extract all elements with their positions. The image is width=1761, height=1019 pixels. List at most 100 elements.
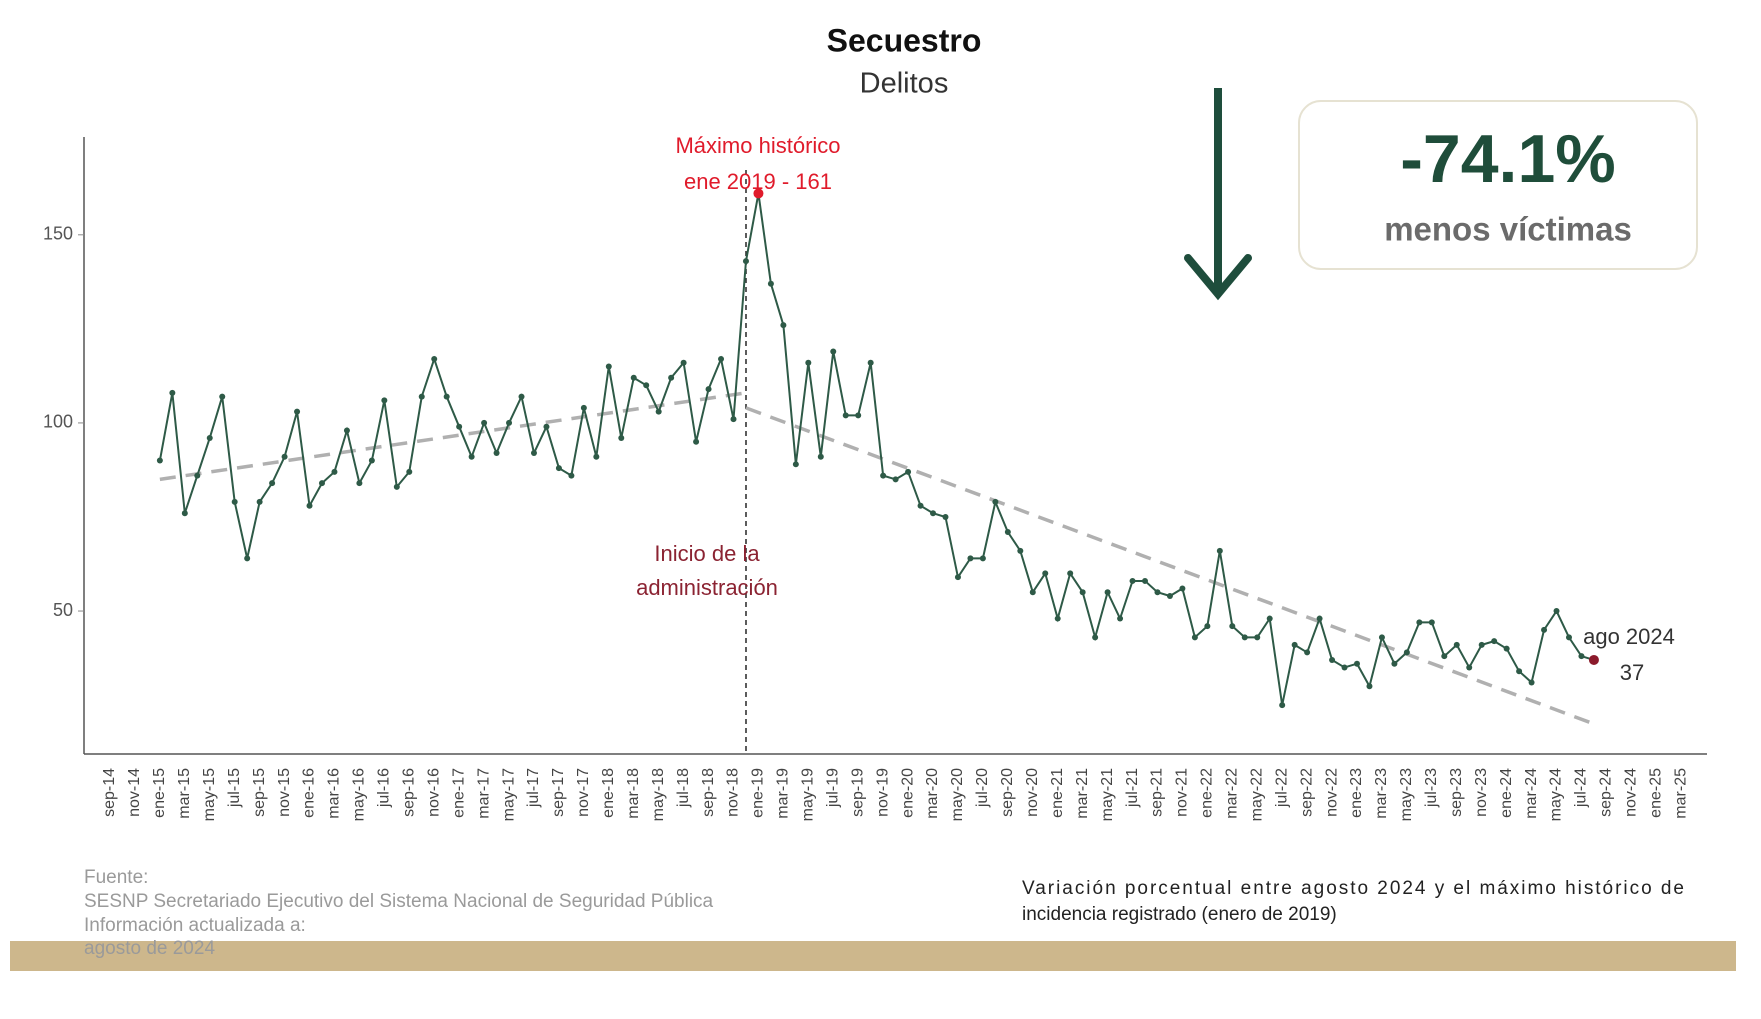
x-tick-label: ene-25	[1647, 768, 1664, 818]
data-point	[1478, 641, 1485, 648]
data-point	[1266, 615, 1273, 622]
x-tick-label: nov-18	[725, 768, 742, 817]
data-point	[867, 359, 874, 366]
x-tick-label: ene-17	[450, 768, 467, 818]
x-tick-label: may-22	[1248, 768, 1265, 821]
data-point	[892, 476, 899, 483]
x-tick-label: ene-24	[1498, 768, 1515, 818]
data-point	[1378, 634, 1385, 641]
x-tick-label: sep-14	[101, 768, 118, 817]
data-point	[1117, 615, 1124, 622]
data-point	[381, 397, 388, 404]
x-tick-label: ene-19	[750, 768, 767, 818]
data-point	[1042, 570, 1049, 577]
x-tick-label: sep-20	[999, 768, 1016, 817]
y-tick-label: 150	[43, 224, 73, 244]
last-annotation: ago 2024	[1583, 624, 1675, 649]
data-point	[767, 280, 774, 287]
data-point	[256, 498, 263, 505]
data-point	[967, 555, 974, 562]
data-point	[368, 457, 375, 464]
x-tick-label: mar-24	[1523, 768, 1540, 819]
data-point	[992, 498, 999, 505]
x-tick-label: sep-18	[700, 768, 717, 817]
x-tick-label: ene-20	[899, 768, 916, 818]
x-tick-label: may-21	[1099, 768, 1116, 821]
data-point	[605, 363, 612, 370]
data-point	[1204, 623, 1211, 630]
x-tick-label: nov-17	[575, 768, 592, 817]
data-point	[1104, 589, 1111, 596]
data-point	[1154, 589, 1161, 596]
x-tick-label: jul-24	[1573, 768, 1590, 808]
chart-title: Secuestro	[827, 22, 982, 58]
data-point	[753, 188, 764, 199]
data-point	[1428, 619, 1435, 626]
data-point	[269, 480, 276, 487]
data-point	[1541, 626, 1548, 633]
data-point	[979, 555, 986, 562]
x-tick-label: sep-24	[1598, 768, 1615, 817]
data-point	[555, 465, 562, 472]
x-tick-label: ene-15	[151, 768, 168, 818]
data-point	[244, 555, 251, 562]
data-point	[842, 412, 849, 419]
x-tick-label: nov-15	[276, 768, 293, 817]
data-point	[1191, 634, 1198, 641]
x-tick-label: jul-15	[226, 768, 243, 808]
data-point	[730, 416, 737, 423]
x-tick-label: may-20	[949, 768, 966, 821]
data-point	[568, 472, 575, 479]
x-tick-label: jul-23	[1423, 768, 1440, 808]
data-point	[905, 468, 912, 475]
data-point	[169, 389, 176, 396]
data-point	[156, 457, 163, 464]
x-tick-label: mar-23	[1373, 768, 1390, 819]
data-point	[1354, 660, 1360, 667]
data-point	[1079, 589, 1086, 596]
data-point	[1166, 592, 1173, 599]
data-point	[1528, 679, 1535, 686]
x-tick-label: sep-17	[550, 768, 567, 817]
x-tick-label: mar-20	[924, 768, 941, 819]
last-annotation: 37	[1620, 660, 1644, 685]
data-point	[742, 258, 749, 265]
data-point	[481, 419, 488, 426]
data-point	[1179, 585, 1186, 592]
y-tick-label: 100	[43, 412, 73, 432]
x-tick-label: sep-22	[1298, 768, 1315, 817]
data-point	[855, 412, 862, 419]
data-point	[780, 322, 787, 329]
data-point	[1366, 683, 1373, 690]
data-point	[1316, 615, 1323, 622]
data-point	[206, 434, 213, 441]
data-point	[792, 461, 799, 468]
data-point	[1491, 638, 1498, 645]
x-tick-label: jul-19	[824, 768, 841, 808]
data-point	[1092, 634, 1099, 641]
x-tick-label: may-16	[351, 768, 368, 821]
data-point	[1067, 570, 1074, 577]
data-point	[1142, 577, 1149, 584]
data-point	[805, 359, 812, 366]
data-point	[281, 453, 288, 460]
x-tick-label: may-19	[800, 768, 817, 821]
x-tick-label: nov-22	[1323, 768, 1340, 817]
data-point	[393, 483, 400, 490]
x-tick-label: nov-20	[1024, 768, 1041, 817]
x-tick-label: sep-23	[1448, 768, 1465, 817]
data-point	[1391, 660, 1398, 667]
data-point	[431, 355, 438, 362]
source-text: SESNP Secretariado Ejecutivo del Sistema…	[84, 891, 714, 912]
data-point	[718, 355, 725, 362]
data-point	[1441, 653, 1448, 660]
x-tick-label: may-23	[1398, 768, 1415, 821]
x-tick-label: mar-17	[475, 768, 492, 819]
x-tick-label: mar-21	[1074, 768, 1091, 819]
trend-line	[745, 406, 1595, 726]
data-point	[1503, 645, 1510, 652]
data-point	[580, 404, 587, 411]
data-point	[406, 468, 413, 475]
x-tick-label: mar-18	[625, 768, 642, 819]
